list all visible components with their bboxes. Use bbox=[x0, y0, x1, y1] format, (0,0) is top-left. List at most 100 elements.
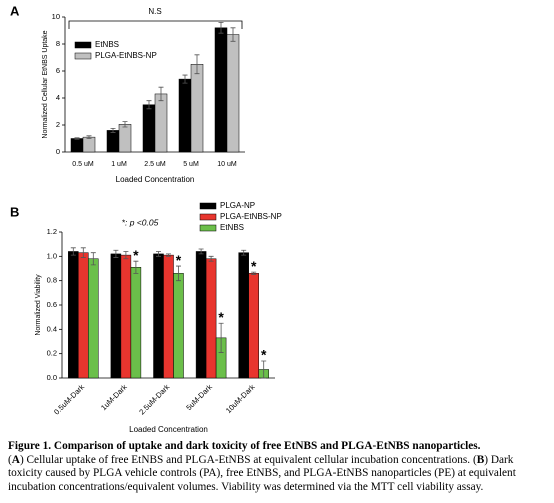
x-tick-label: 0.5uM-Dark bbox=[52, 382, 86, 416]
bar bbox=[248, 273, 259, 379]
y-tick-label: 2 bbox=[56, 120, 60, 129]
legend-label: PLGA-EtNBS-NP bbox=[95, 51, 157, 60]
x-tick-label: 1uM-Dark bbox=[99, 382, 129, 412]
error-bar bbox=[133, 260, 139, 274]
x-tick-label: 2.5uM-Dark bbox=[137, 382, 171, 416]
error-bar bbox=[218, 22, 224, 34]
significance-mark: * bbox=[176, 252, 182, 268]
error-bar bbox=[86, 135, 92, 139]
x-axis-label: Loaded Concentration bbox=[116, 175, 195, 184]
significance-mark: * bbox=[261, 347, 267, 363]
caption-title: Figure 1. Comparison of uptake and dark … bbox=[8, 440, 481, 452]
bar bbox=[118, 124, 132, 153]
y-tick-label: 1.2 bbox=[47, 227, 57, 236]
x-tick-label: 5 uM bbox=[183, 161, 199, 168]
bar bbox=[178, 78, 192, 153]
y-tick-label: 6 bbox=[56, 66, 60, 75]
caption-text: ( bbox=[8, 453, 12, 466]
y-axis-label: Normalized Viability bbox=[35, 274, 42, 336]
error-bar bbox=[122, 121, 128, 128]
error-bar bbox=[251, 271, 257, 275]
caption-body: (A) Cellular uptake of free EtNBS and PL… bbox=[8, 454, 548, 495]
y-tick-label: 1.0 bbox=[47, 251, 57, 260]
error-bar bbox=[241, 249, 247, 256]
error-bar bbox=[123, 251, 129, 260]
legend-label: PLGA-NP bbox=[220, 201, 255, 210]
panel-label: B bbox=[10, 204, 19, 219]
y-tick-label: 0 bbox=[56, 147, 60, 156]
x-tick-label: 1 uM bbox=[111, 161, 127, 168]
error-bar bbox=[182, 74, 188, 84]
bar bbox=[70, 138, 84, 153]
y-axis-label: Normalized Cellular EtNBS Uptake bbox=[42, 30, 49, 138]
bar bbox=[238, 252, 249, 379]
bar bbox=[154, 93, 168, 153]
caption-text: B bbox=[476, 453, 485, 466]
error-bar bbox=[176, 265, 181, 282]
figure: A 0 2 4 6 8 10 Normalized Cellular EtNBS Uptake… bbox=[10, 3, 282, 434]
bar bbox=[142, 104, 156, 153]
significance-mark: * bbox=[133, 247, 139, 263]
legend-swatch bbox=[74, 52, 92, 60]
legend-label: EtNBS bbox=[95, 40, 119, 49]
bar bbox=[205, 258, 217, 379]
x-axis-label: Loaded Concentration bbox=[129, 425, 208, 434]
error-bar bbox=[218, 322, 224, 353]
error-bar bbox=[166, 253, 171, 257]
bar bbox=[78, 252, 89, 379]
bar bbox=[106, 130, 120, 153]
error-bar bbox=[261, 360, 267, 379]
bar bbox=[153, 253, 164, 379]
x-tick-label: 10uM-Dark bbox=[224, 382, 257, 415]
bar bbox=[190, 64, 204, 153]
significance-mark: * bbox=[251, 258, 257, 274]
error-bar bbox=[74, 137, 80, 140]
annotation: N.S bbox=[148, 7, 161, 16]
y-tick-label: 4 bbox=[56, 93, 60, 102]
legend-swatch bbox=[74, 41, 92, 49]
caption-text: ) Cellular uptake of free EtNBS and PLGA… bbox=[19, 453, 477, 466]
caption: Figure 1. Comparison of uptake and dark … bbox=[8, 440, 548, 494]
y-tick-label: 0.8 bbox=[47, 276, 57, 285]
error-bar bbox=[230, 27, 236, 42]
x-tick-label: 10 uM bbox=[217, 161, 237, 168]
error-bar bbox=[146, 100, 152, 110]
bar bbox=[120, 254, 132, 379]
bar bbox=[214, 27, 228, 153]
bracket bbox=[68, 20, 243, 29]
error-bar bbox=[158, 86, 164, 102]
bar bbox=[68, 251, 79, 379]
caption-text: ) Dark toxicity caused by PLGA vehicle c… bbox=[8, 453, 516, 493]
bar bbox=[110, 253, 122, 379]
y-tick-label: 8 bbox=[56, 39, 60, 48]
y-tick-label: 0.4 bbox=[47, 324, 57, 333]
y-tick-label: 0.2 bbox=[47, 349, 57, 358]
annotation: *: p <0.05 bbox=[122, 217, 159, 227]
bar bbox=[130, 267, 142, 379]
error-bar bbox=[70, 247, 76, 256]
bar bbox=[82, 136, 96, 153]
legend-swatch bbox=[199, 213, 217, 221]
bar bbox=[163, 254, 174, 379]
bar bbox=[226, 34, 240, 153]
legend-swatch bbox=[199, 202, 217, 210]
significance-mark: * bbox=[218, 309, 224, 325]
y-tick-label: 0.0 bbox=[47, 373, 57, 382]
x-tick-label: 5uM-Dark bbox=[184, 382, 214, 412]
legend-label: PLGA-EtNBS-NP bbox=[220, 212, 282, 221]
x-tick-label: 0.5 uM bbox=[72, 161, 94, 168]
error-bar bbox=[110, 127, 116, 133]
error-bar bbox=[156, 251, 161, 257]
error-bar bbox=[113, 249, 119, 258]
error-bar bbox=[194, 54, 200, 75]
y-tick-label: 0.6 bbox=[47, 300, 57, 309]
caption-text: A bbox=[11, 453, 20, 466]
error-bar bbox=[198, 248, 204, 255]
bar bbox=[88, 258, 99, 379]
error-bar bbox=[208, 255, 214, 262]
panel-label: A bbox=[10, 3, 20, 18]
error-bar bbox=[80, 247, 86, 258]
bar bbox=[173, 273, 184, 379]
error-bar bbox=[90, 252, 96, 266]
